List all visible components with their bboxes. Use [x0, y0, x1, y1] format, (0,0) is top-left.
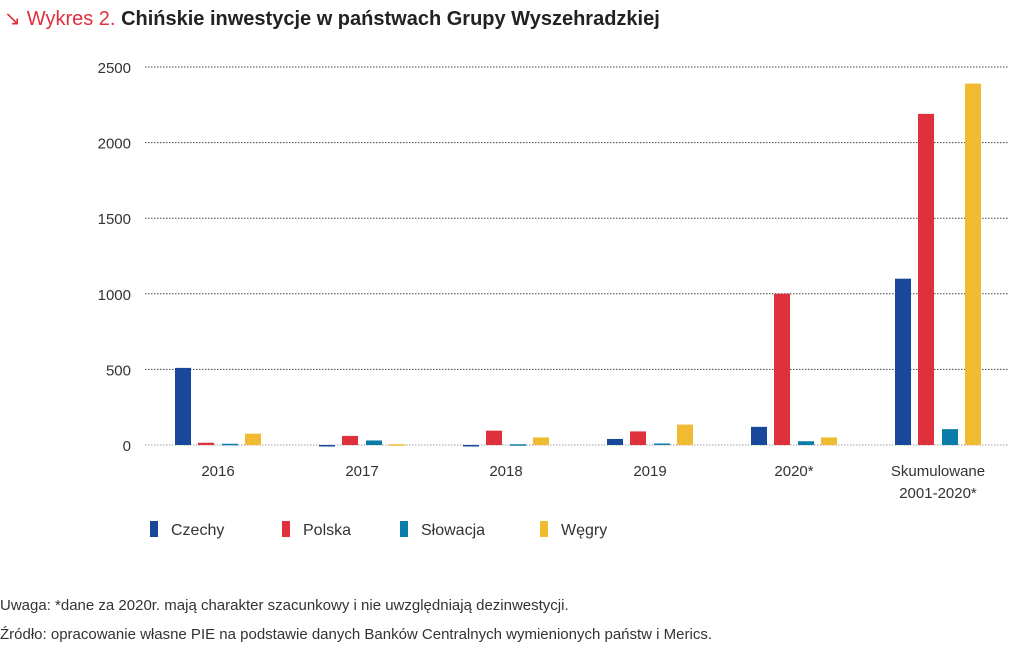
legend-swatch: [282, 521, 290, 537]
legend-swatch: [150, 521, 158, 537]
legend-label: Słowacja: [421, 522, 485, 539]
y-tick-label: 0: [123, 438, 131, 455]
x-tick-label: 2019: [633, 463, 666, 480]
bar-słowacja: [942, 429, 958, 445]
y-tick-label: 2000: [98, 136, 131, 153]
bar-czechy: [895, 278, 911, 445]
bar-czechy: [751, 426, 767, 445]
y-tick-label: 2500: [98, 60, 131, 77]
legend-label: Polska: [303, 522, 351, 539]
bar-węgry: [677, 424, 693, 445]
bar-węgry: [245, 433, 261, 445]
chart-title-text: Chińskie inwestycje w państwach Grupy Wy…: [121, 8, 660, 30]
x-tick-label: 2020*: [774, 463, 813, 480]
bar-słowacja: [222, 443, 238, 446]
bar-polska: [486, 430, 502, 445]
bar-czechy: [175, 367, 191, 445]
bar-węgry: [533, 437, 549, 445]
bar-węgry: [389, 444, 405, 446]
legend-label: Czechy: [171, 522, 224, 539]
y-tick-label: 1500: [98, 211, 131, 228]
x-tick-label: 2001-2020*: [899, 485, 977, 502]
bar-polska: [918, 113, 934, 445]
bar-węgry: [821, 437, 837, 445]
bar-polska: [774, 293, 790, 445]
bar-słowacja: [798, 441, 814, 445]
y-tick-label: 1000: [98, 287, 131, 304]
x-tick-label: 2018: [489, 463, 522, 480]
bar-słowacja: [510, 444, 526, 446]
bar-czechy: [463, 445, 479, 447]
x-tick-label: 2017: [345, 463, 378, 480]
bar-czechy: [607, 438, 623, 445]
x-tick-label: 2016: [201, 463, 234, 480]
chart-title: ↘ Wykres 2. Chińskie inwestycje w państwa…: [4, 6, 660, 31]
x-tick-label: Skumulowane: [891, 463, 985, 480]
bar-polska: [630, 431, 646, 445]
legend-swatch: [540, 521, 548, 537]
y-tick-label: 500: [106, 362, 131, 379]
legend-label: Węgry: [561, 522, 607, 539]
legend-swatch: [400, 521, 408, 537]
bar-polska: [198, 442, 214, 445]
bar-słowacja: [366, 440, 382, 445]
arrow-icon: ↘: [4, 8, 21, 30]
source: Źródło: opracowanie własne PIE na podsta…: [0, 626, 713, 643]
bar-węgry: [965, 83, 981, 445]
bar-chart: 0 500 1000 1500 2000 2500 2016 2017 2018 2019 2020…: [98, 60, 1008, 539]
bar-polska: [342, 435, 358, 445]
note: Uwaga: *dane za 2020r. mają charakter sz…: [0, 597, 569, 614]
bar-słowacja: [654, 443, 670, 445]
bar-czechy: [319, 445, 335, 447]
chart-label: Wykres 2.: [26, 8, 116, 30]
